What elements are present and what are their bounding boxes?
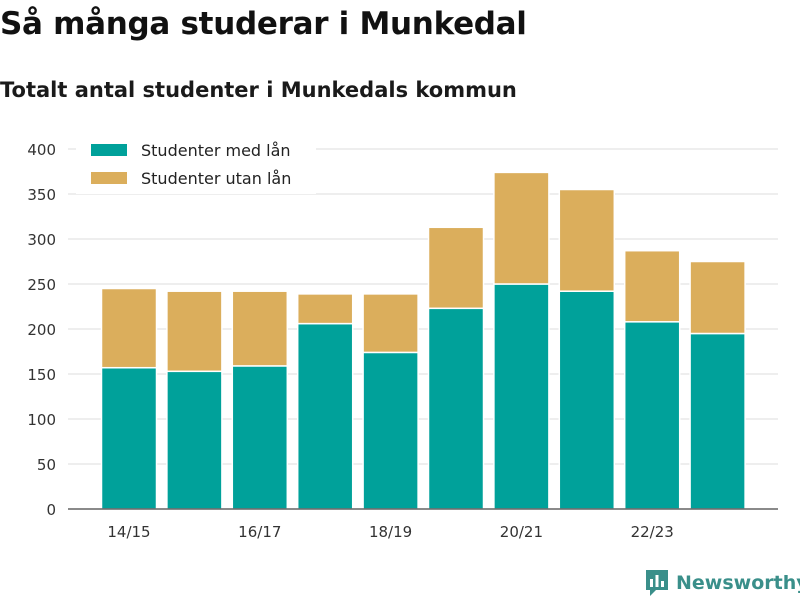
chart-legend: Studenter med lån Studenter utan lån bbox=[76, 134, 316, 194]
bar-segment bbox=[362, 351, 419, 510]
bar-segment bbox=[100, 366, 158, 510]
bar-segment bbox=[166, 370, 223, 510]
bar-segment bbox=[623, 249, 681, 323]
bar-segment bbox=[166, 290, 223, 373]
bar-segment bbox=[689, 332, 746, 510]
legend-label: Studenter med lån bbox=[141, 141, 291, 160]
page-title: Så många studerar i Munkedal bbox=[0, 6, 527, 42]
y-tick-label: 400 bbox=[27, 141, 56, 159]
y-tick-label: 150 bbox=[27, 366, 56, 384]
y-tick-label: 300 bbox=[27, 231, 56, 249]
bar-chart-logo-icon bbox=[646, 570, 668, 596]
bar-segment bbox=[689, 260, 746, 335]
y-tick-label: 200 bbox=[27, 321, 56, 339]
chart-axes: 0 50 100 150 200 250 300 350 400 14/15 16/17 18/19 2… bbox=[27, 141, 778, 541]
y-tick-label: 350 bbox=[27, 186, 56, 204]
bar-segment bbox=[231, 290, 289, 367]
bar-segment bbox=[231, 365, 289, 510]
bar-segment bbox=[296, 322, 354, 510]
y-tick-label: 0 bbox=[46, 501, 56, 519]
bar-segment bbox=[427, 226, 485, 310]
y-tick-label: 100 bbox=[27, 411, 56, 429]
legend-swatch bbox=[91, 144, 127, 156]
x-tick-label: 14/15 bbox=[107, 523, 150, 541]
x-tick-label: 16/17 bbox=[238, 523, 281, 541]
y-tick-label: 250 bbox=[27, 276, 56, 294]
bar-segment bbox=[100, 287, 158, 369]
bar-segment bbox=[623, 321, 681, 510]
page-subtitle: Totalt antal studenter i Munkedals kommu… bbox=[0, 78, 517, 102]
bar-segment bbox=[296, 293, 354, 325]
x-tick-label: 20/21 bbox=[500, 523, 543, 541]
x-tick-label: 18/19 bbox=[369, 523, 412, 541]
newsworthy-brand: Newsworthy bbox=[644, 568, 800, 598]
bar-segment bbox=[493, 283, 550, 510]
bar-segment bbox=[493, 171, 550, 285]
bar-segment bbox=[558, 188, 616, 292]
bar-segment bbox=[427, 307, 485, 510]
y-tick-label: 50 bbox=[37, 456, 56, 474]
bar-segment bbox=[362, 293, 419, 354]
brand-name: Newsworthy bbox=[676, 572, 800, 594]
bar-segment bbox=[558, 290, 616, 510]
legend-label: Studenter utan lån bbox=[141, 169, 291, 188]
chart-bars bbox=[100, 171, 746, 510]
legend-swatch bbox=[91, 172, 127, 184]
x-tick-label: 22/23 bbox=[631, 523, 674, 541]
